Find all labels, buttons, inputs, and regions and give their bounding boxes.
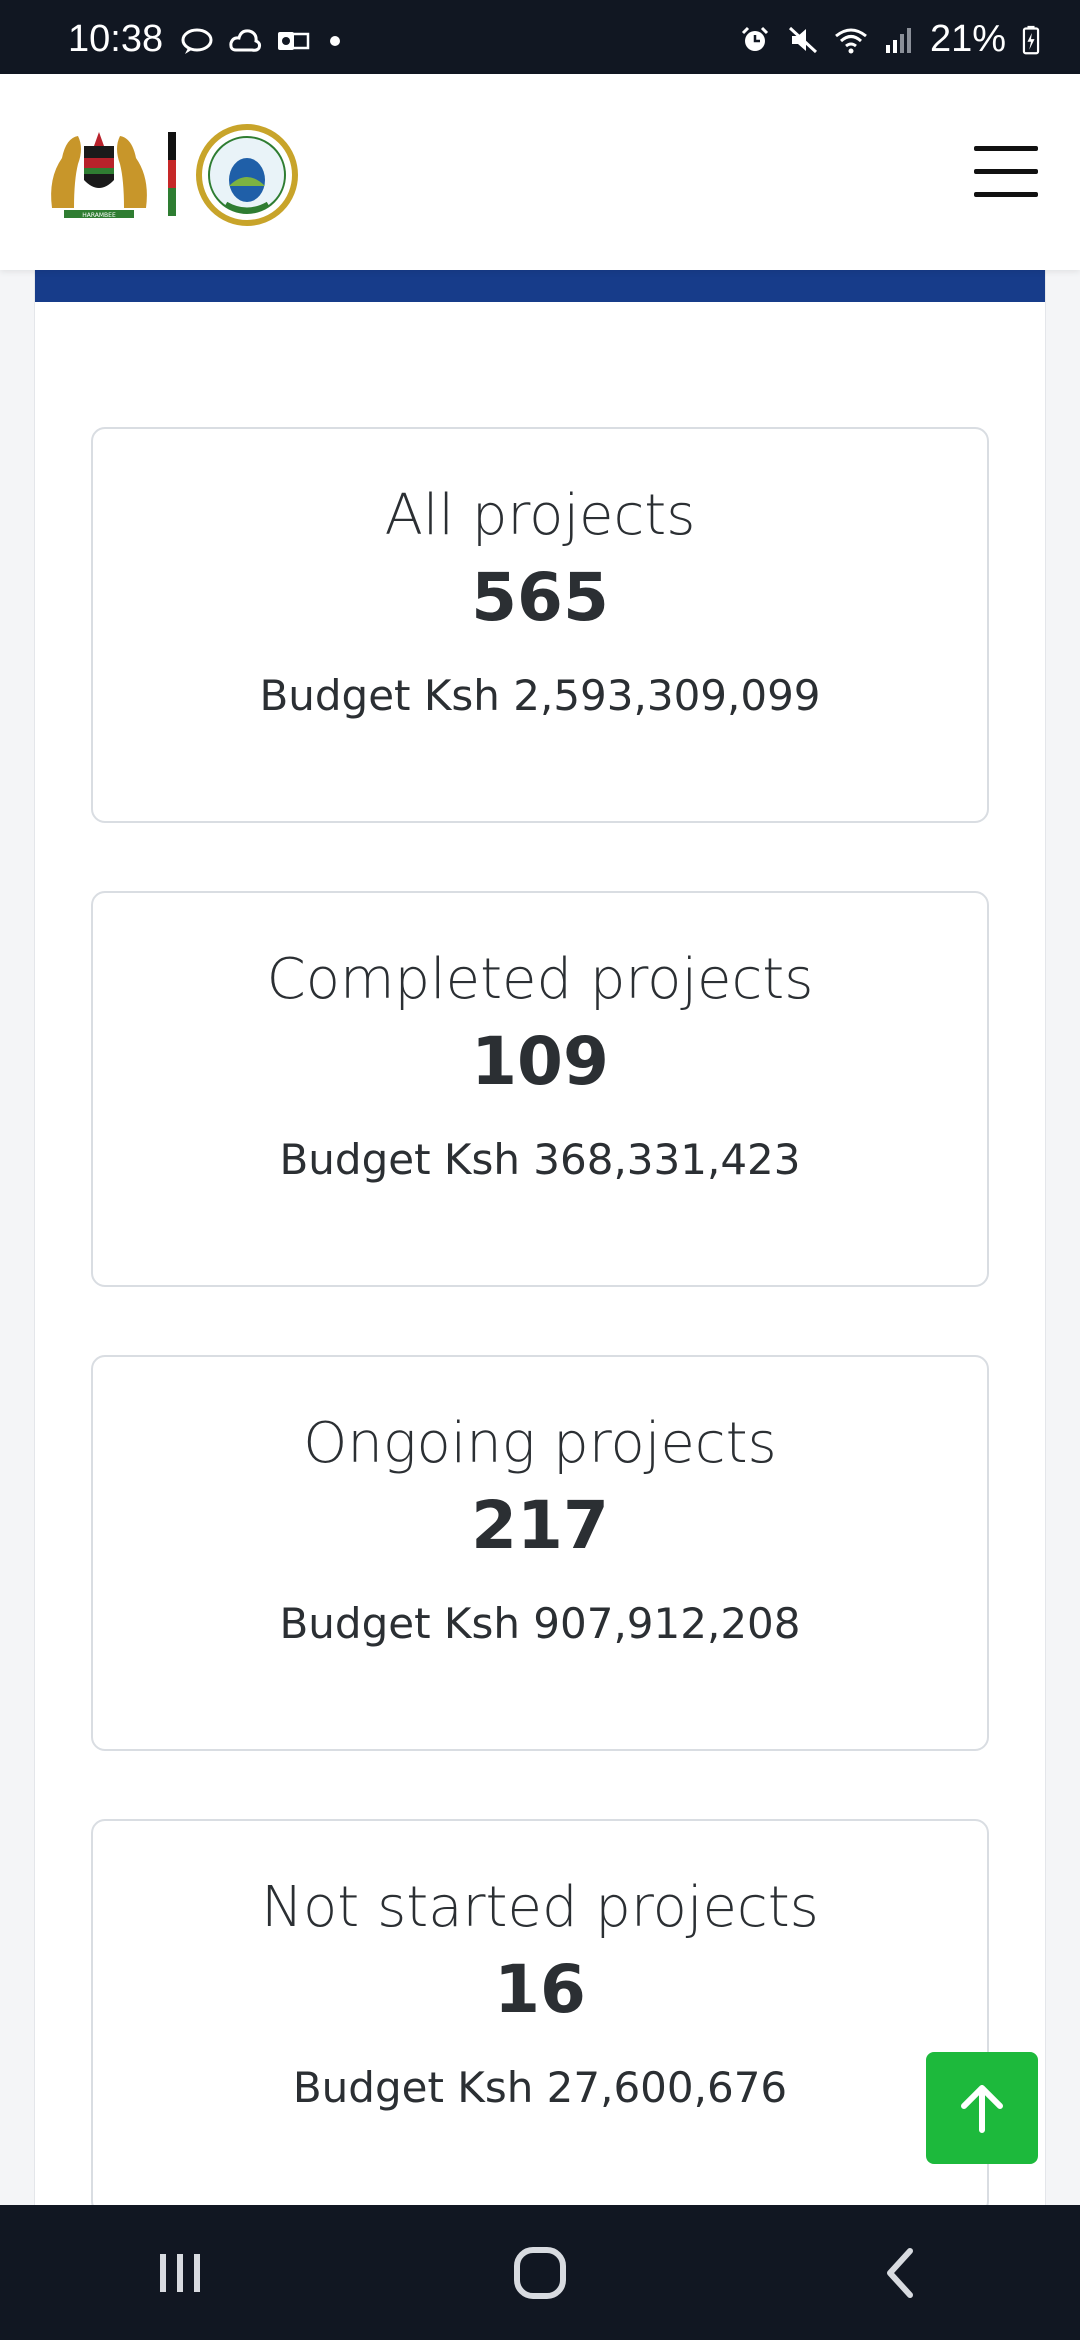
card-title: Not started projects: [261, 1875, 819, 1940]
arrow-up-icon: [961, 2085, 1003, 2133]
notification-icons: [180, 26, 340, 56]
home-button[interactable]: [480, 2223, 600, 2323]
card-count: 217: [471, 1487, 609, 1564]
back-button[interactable]: [840, 2223, 960, 2323]
card-count: 109: [471, 1023, 609, 1100]
card-title: Completed projects: [266, 947, 814, 1012]
card-title: Ongoing projects: [303, 1411, 777, 1476]
kenya-coat-of-arms-logo[interactable]: HARAMBEE: [44, 118, 154, 222]
flag-divider: [168, 132, 176, 216]
battery-icon: [1022, 25, 1040, 54]
ongoing-projects-card[interactable]: Ongoing projects 217 Budget Ksh 907,912,…: [91, 1355, 989, 1751]
not-started-projects-card[interactable]: Not started projects 16 Budget Ksh 27,60…: [91, 1819, 989, 2215]
back-icon: [887, 2247, 913, 2298]
county-seal-logo[interactable]: [196, 124, 298, 226]
recents-button[interactable]: [120, 2223, 240, 2323]
svg-text:HARAMBEE: HARAMBEE: [82, 212, 116, 219]
card-budget: Budget Ksh 907,912,208: [279, 1599, 801, 1648]
card-budget: Budget Ksh 2,593,309,099: [259, 671, 821, 720]
signal-icon: [885, 27, 911, 53]
status-bar: 10:38 21%: [0, 0, 1080, 74]
chat-bubble-icon: [181, 28, 213, 54]
mute-icon: [788, 26, 817, 53]
card-count: 565: [471, 559, 609, 636]
hamburger-menu-icon[interactable]: [974, 146, 1038, 198]
panel-accent-bar: [35, 270, 1045, 302]
site-header: HARAMBEE: [0, 74, 1080, 270]
recents-icon: [160, 2253, 200, 2292]
cloud-icon: [229, 29, 262, 52]
all-projects-card[interactable]: All projects 565 Budget Ksh 2,593,309,09…: [91, 427, 989, 823]
dot-icon: [330, 36, 340, 46]
back-to-top-button[interactable]: [926, 2052, 1038, 2164]
card-budget: Budget Ksh 27,600,676: [292, 2063, 788, 2112]
outlook-icon: [278, 32, 310, 50]
status-time: 10:38: [68, 18, 164, 60]
card-budget: Budget Ksh 368,331,423: [279, 1135, 801, 1184]
wifi-icon: [835, 28, 867, 53]
card-count: 16: [494, 1951, 586, 2028]
system-navigation-bar: [0, 2205, 1080, 2340]
alarm-icon: [741, 26, 768, 51]
projects-summary-panel: All projects 565 Budget Ksh 2,593,309,09…: [34, 270, 1046, 2215]
system-icons: 21%: [738, 18, 1042, 61]
completed-projects-card[interactable]: Completed projects 109 Budget Ksh 368,33…: [91, 891, 989, 1287]
battery-percent: 21%: [929, 18, 1006, 60]
home-icon: [514, 2246, 566, 2299]
card-title: All projects: [384, 483, 696, 548]
